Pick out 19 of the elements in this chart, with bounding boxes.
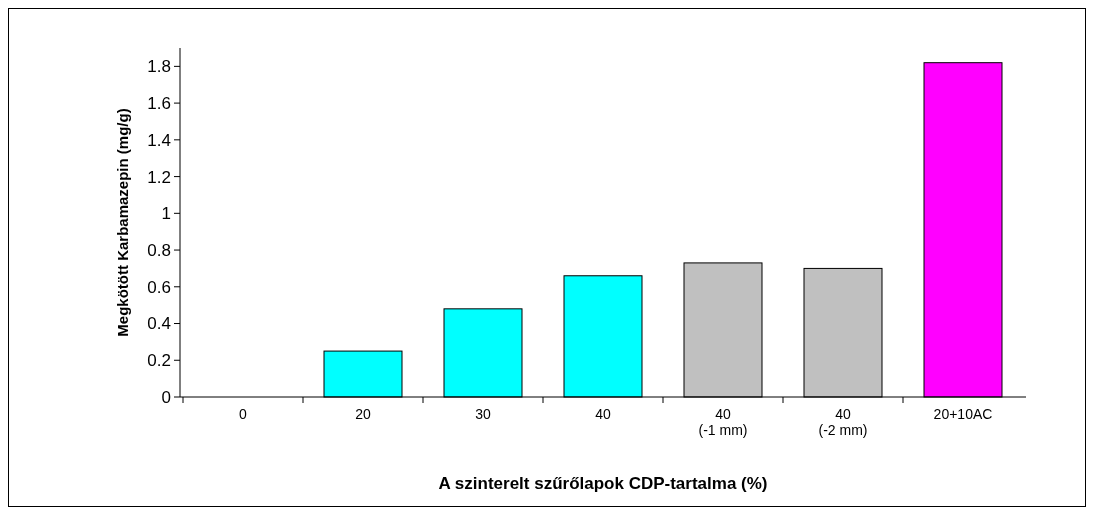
y-tick-label: 1.2 — [147, 167, 171, 187]
y-tick-label: 0 — [161, 387, 171, 407]
x-tick-label: 40 (-2 mm) — [818, 406, 868, 438]
x-axis-title: A szinterelt szűrőlapok CDP-tartalma (%) — [438, 474, 768, 493]
x-tick-label: 40 (-1 mm) — [698, 406, 748, 438]
y-tick-label: 1 — [161, 204, 171, 224]
y-tick-label: 0.2 — [147, 351, 171, 371]
y-tick-label: 0.8 — [147, 241, 171, 260]
y-tick-label: 0.4 — [147, 314, 171, 334]
y-tick-label: 1.4 — [147, 130, 171, 150]
y-tick-label: 1.8 — [147, 57, 171, 77]
x-tick-label: 20 — [355, 406, 371, 422]
y-tick-label: 1.6 — [147, 94, 171, 114]
x-tick-label: 40 — [595, 406, 611, 422]
y-axis-title: Megkötött Karbamazepin (mg/g) — [114, 108, 131, 337]
x-tick-label: 30 — [475, 406, 491, 422]
y-tick-label: 0.6 — [147, 277, 171, 297]
x-tick-label: 20+10AC — [933, 406, 993, 422]
x-tick-label: 0 — [239, 406, 248, 422]
